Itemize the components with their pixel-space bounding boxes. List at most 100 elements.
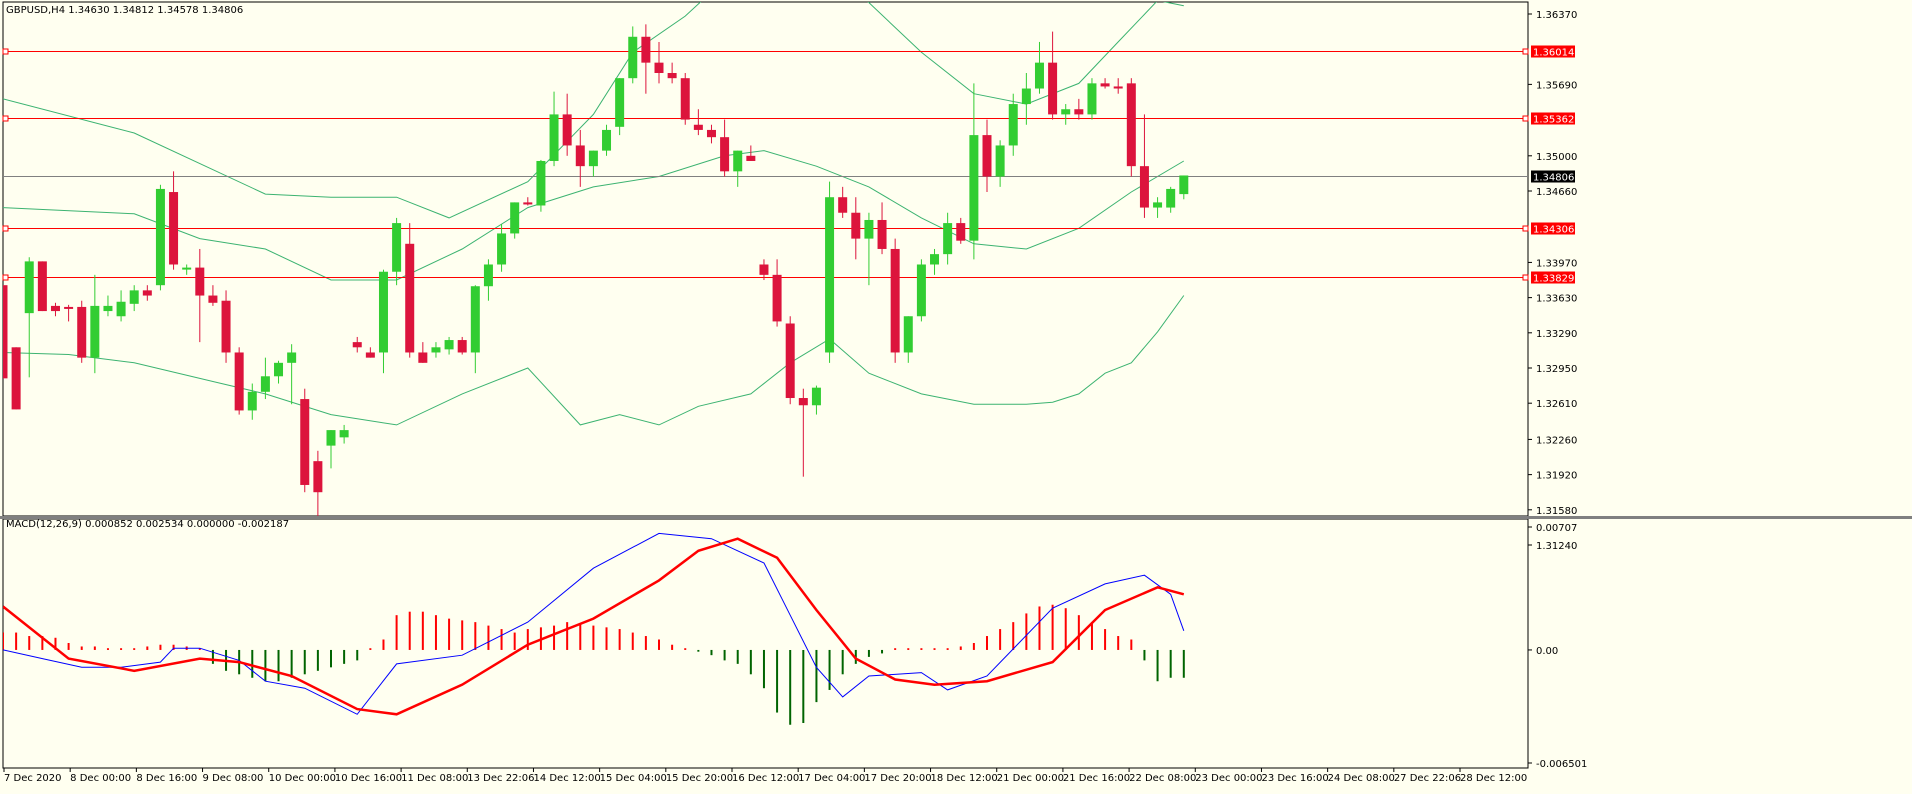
horizontal-line-price-tag [1531, 222, 1575, 235]
candle-body [667, 73, 677, 79]
candle-body [890, 248, 900, 353]
time-tick-label: 10 Dec 16:00 [335, 773, 402, 784]
candle-body [260, 376, 270, 392]
candle-body [142, 290, 152, 296]
candle-body [851, 212, 861, 239]
candle-body [1100, 83, 1110, 87]
candle-body [37, 261, 47, 312]
time-tick-label: 21 Dec 00:00 [997, 773, 1064, 784]
candle-body [11, 347, 21, 410]
line-anchor-left [2, 225, 9, 232]
time-tick-label: 16 Dec 12:00 [732, 773, 799, 784]
candle-body [1139, 166, 1149, 208]
candle-body [811, 387, 821, 406]
candle-body [497, 233, 507, 265]
line-anchor-right [1522, 274, 1529, 281]
candle-body [903, 316, 913, 353]
macd-pane[interactable] [3, 532, 1185, 725]
time-axis: 7 Dec 2020 8 Dec 00:00 8 Dec 16:00 9 Dec 08… [3, 768, 1527, 784]
candle-body [969, 135, 979, 241]
time-tick-label: 24 Dec 08:00 [1328, 773, 1395, 784]
current-price-label: 1.34806 [1533, 173, 1574, 184]
candle-body [1153, 202, 1163, 208]
price-tick-label: 1.35690 [1536, 80, 1577, 91]
candle-body [77, 306, 87, 358]
candle-body [1034, 62, 1044, 89]
candle-body [916, 264, 926, 317]
candle-body [628, 36, 638, 79]
candle-body [772, 274, 782, 322]
candle-body [129, 290, 139, 304]
candle-body [641, 36, 651, 63]
candle-body [825, 197, 835, 353]
candle-body [798, 398, 808, 406]
candle-body [982, 135, 992, 177]
candle-body [864, 219, 874, 239]
candle-body [182, 267, 192, 270]
candle-body [352, 342, 362, 348]
candle-body [3, 285, 8, 379]
time-tick-label: 17 Dec 20:00 [864, 773, 931, 784]
candle-body [1074, 109, 1084, 115]
price-tick-label: 1.32260 [1536, 435, 1577, 446]
candle-body [116, 301, 126, 317]
macd-header: MACD(12,26,9) 0.000852 0.002534 0.000000… [6, 519, 289, 530]
candle-body [785, 323, 795, 399]
horizontal-line-price-tag [1531, 112, 1575, 125]
candle-body [956, 223, 966, 241]
line-anchor-left [2, 274, 9, 281]
candle-body [50, 305, 60, 312]
candle-body [392, 223, 402, 272]
candle-body [510, 202, 520, 234]
time-tick-label: 8 Dec 16:00 [136, 773, 197, 784]
candle-body [943, 223, 953, 255]
candle-body [405, 243, 415, 353]
candle-body [274, 362, 284, 377]
candle-body [234, 352, 244, 411]
macd-tick-label: -0.006501 [1536, 759, 1587, 770]
main-header: GBPUSD,H4 1.34630 1.34812 1.34578 1.3480… [6, 5, 243, 16]
time-tick-label: 28 Dec 12:00 [1460, 773, 1527, 784]
price-tick-label: 1.31240 [1536, 541, 1577, 552]
candle-body [536, 160, 546, 206]
candle-body [615, 78, 625, 127]
macd-tick-label: 0.00 [1536, 646, 1558, 657]
price-tick-label: 1.36370 [1536, 10, 1577, 21]
time-tick-label: 9 Dec 08:00 [203, 773, 264, 784]
candle-body [602, 129, 612, 151]
candle-body [208, 295, 218, 303]
candle-body [90, 305, 100, 358]
line-anchor-left [2, 48, 9, 55]
candle-body [1179, 175, 1189, 195]
candles [3, 24, 1189, 516]
candle-body [995, 145, 1005, 177]
time-tick-label: 15 Dec 04:00 [600, 773, 667, 784]
candle-body [1126, 83, 1136, 167]
candle-body [1166, 188, 1176, 208]
candle-body [155, 188, 165, 286]
price-tick-label: 1.34660 [1536, 187, 1577, 198]
candle-body [247, 391, 257, 411]
time-tick-label: 23 Dec 00:00 [1195, 773, 1262, 784]
candle-body [24, 261, 34, 314]
bollinger-middle-line [3, 150, 1185, 281]
candle-body [1008, 104, 1018, 146]
price-tick-label: 1.31580 [1536, 506, 1577, 517]
horizontal-line-price-label: 1.35362 [1533, 115, 1574, 126]
bollinger-lower-line [3, 295, 1185, 426]
candle-body [326, 430, 336, 446]
candle-body [720, 137, 730, 172]
time-tick-label: 10 Dec 00:00 [269, 773, 336, 784]
time-tick-label: 17 Dec 04:00 [798, 773, 865, 784]
candle-body [483, 264, 493, 287]
time-tick-label: 21 Dec 16:00 [1063, 773, 1130, 784]
candle-body [64, 306, 74, 309]
price-tick-label: 1.35000 [1536, 152, 1577, 163]
candle-body [103, 305, 113, 312]
price-axis: 1.36014 1.35362 1.34306 1.33829 1.34806 1.363… [1528, 10, 1587, 770]
horizontal-lines[interactable] [2, 48, 1529, 281]
macd-tick-label: 0.00707 [1536, 523, 1577, 534]
candle-body [562, 114, 572, 146]
